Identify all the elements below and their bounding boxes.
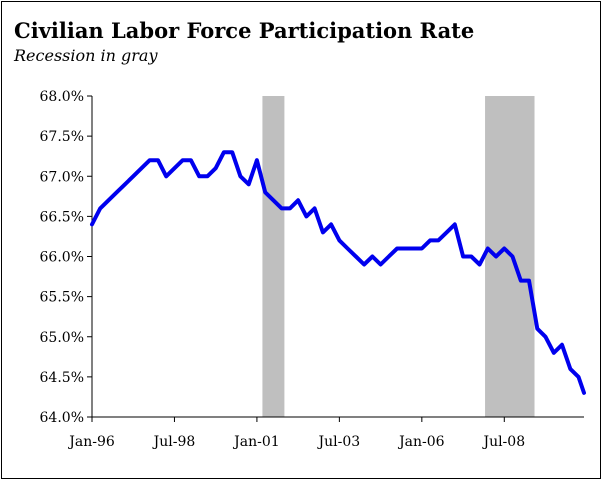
y-tick-label: 64.5% bbox=[40, 370, 84, 386]
y-tick-label: 64.0% bbox=[40, 410, 84, 426]
y-tick-label: 67.5% bbox=[40, 129, 84, 145]
y-tick-label: 67.0% bbox=[40, 169, 84, 185]
x-tick-label: Jan-01 bbox=[232, 434, 280, 450]
x-tick-label: Jan-96 bbox=[67, 434, 115, 450]
x-tick-label: Jan-06 bbox=[397, 434, 445, 450]
y-tick-label: 66.5% bbox=[40, 209, 84, 225]
x-tick-label: Jul-03 bbox=[317, 434, 361, 450]
recession-band-1 bbox=[262, 96, 285, 417]
x-tick-label: Jul-98 bbox=[152, 434, 196, 450]
series-line-1 bbox=[90, 150, 586, 395]
x-tick-label: Jul-08 bbox=[481, 434, 525, 450]
chart-title: Civilian Labor Force Participation Rate bbox=[14, 18, 475, 43]
y-tick-label: 65.0% bbox=[40, 330, 84, 346]
chart-subtitle: Recession in gray bbox=[14, 46, 158, 65]
y-tick-label: 68.0% bbox=[40, 89, 84, 105]
y-tick-label: 65.5% bbox=[40, 290, 84, 306]
y-tick-label: 66.0% bbox=[40, 250, 84, 266]
